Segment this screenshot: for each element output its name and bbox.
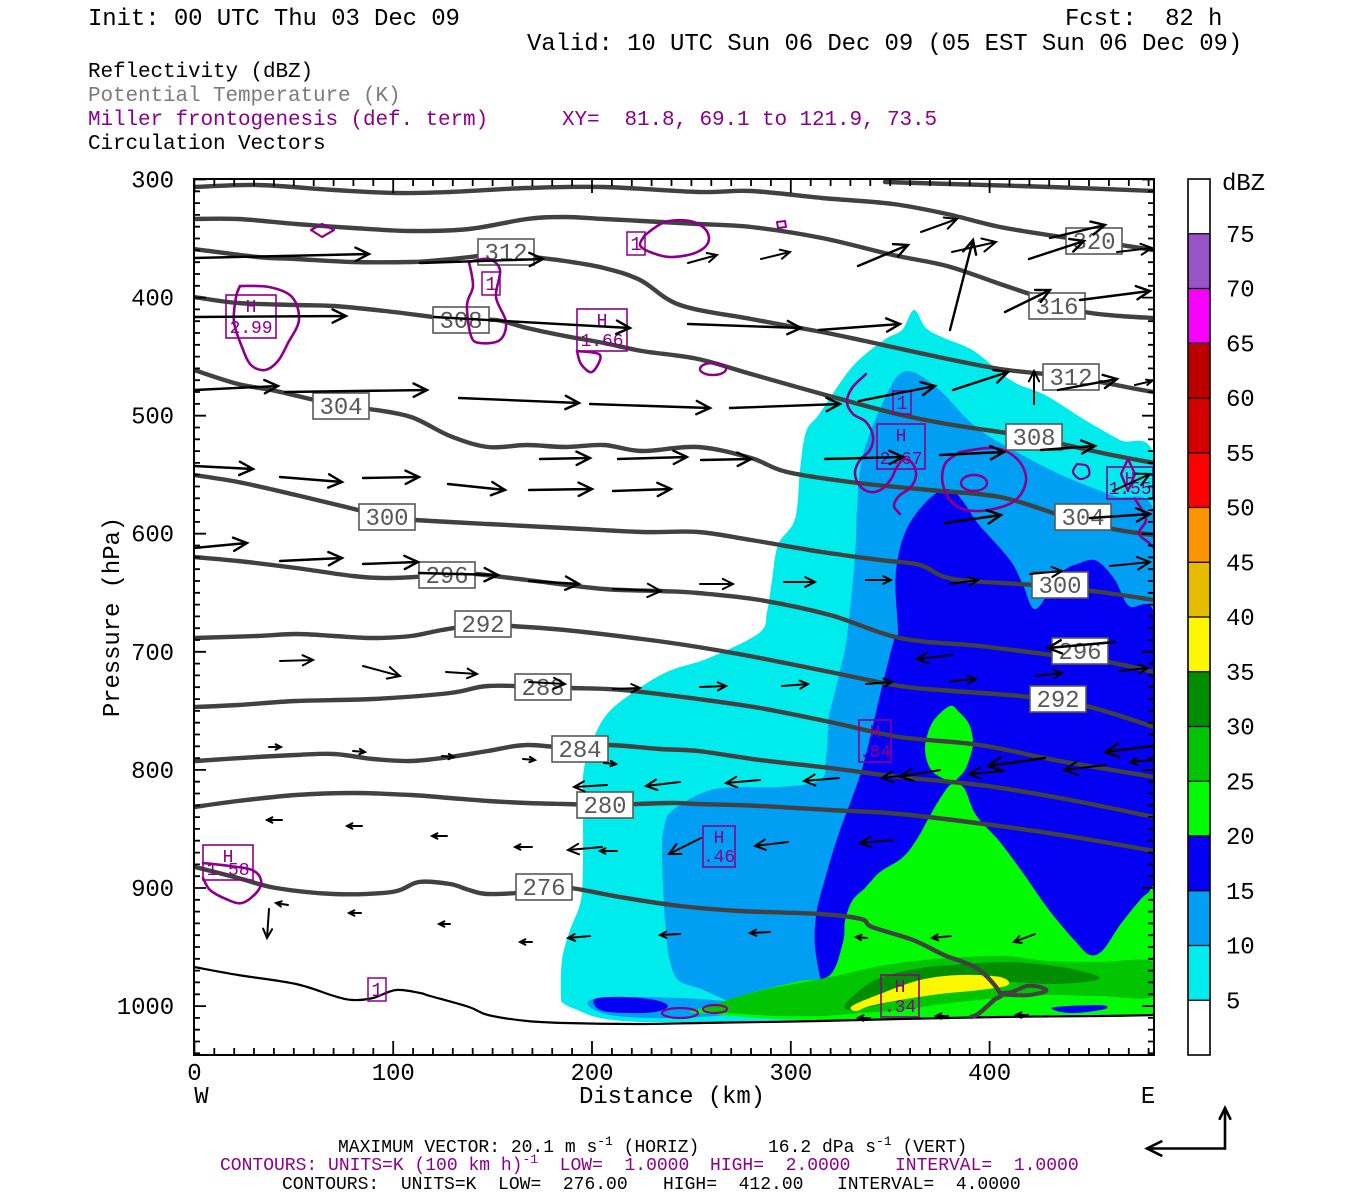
svg-text:5: 5 [1226, 989, 1240, 1016]
svg-text:INTERVAL= 4.0000: INTERVAL= 4.0000 [837, 1175, 1021, 1195]
svg-text:400: 400 [968, 1061, 1011, 1088]
svg-text:280: 280 [584, 794, 627, 821]
svg-text:2.67: 2.67 [880, 450, 923, 470]
svg-text:292: 292 [1037, 688, 1080, 715]
svg-text:600: 600 [131, 523, 174, 550]
svg-text:0: 0 [187, 1061, 201, 1088]
svg-text:HIGH= 412.00: HIGH= 412.00 [663, 1175, 803, 1195]
svg-text:308: 308 [440, 309, 483, 336]
svg-text:.46: .46 [703, 848, 735, 868]
svg-text:Miller frontogenesis (def. ter: Miller frontogenesis (def. term) [88, 109, 488, 132]
svg-text:284: 284 [559, 738, 602, 765]
svg-text:Init: 00 UTC Thu 03 Dec 09: Init: 00 UTC Thu 03 Dec 09 [88, 6, 460, 33]
svg-text:75: 75 [1226, 223, 1255, 250]
svg-text:1: 1 [371, 980, 382, 1002]
svg-text:70: 70 [1226, 278, 1255, 305]
svg-text:20: 20 [1226, 825, 1255, 852]
svg-text:1: 1 [896, 393, 907, 415]
svg-text:100: 100 [372, 1061, 415, 1088]
svg-text:304: 304 [1062, 506, 1105, 533]
svg-text:65: 65 [1226, 332, 1255, 359]
svg-text:50: 50 [1226, 497, 1255, 524]
svg-text:300: 300 [1039, 574, 1082, 601]
svg-text:400: 400 [131, 287, 174, 314]
svg-text:H: H [246, 298, 257, 318]
svg-text:E: E [1141, 1084, 1155, 1111]
svg-text:55: 55 [1226, 442, 1255, 469]
svg-text:H: H [223, 848, 234, 868]
svg-text:H: H [714, 829, 725, 849]
svg-text:H: H [896, 427, 907, 447]
svg-text:H: H [870, 723, 881, 743]
svg-text:800: 800 [131, 759, 174, 786]
svg-text:200: 200 [571, 1061, 614, 1088]
svg-text:MAXIMUM VECTOR: 20.1 m s-1 (HO: MAXIMUM VECTOR: 20.1 m s-1 (HORIZ) [338, 1134, 699, 1158]
svg-text:Pressure (hPa): Pressure (hPa) [100, 517, 127, 717]
svg-text:dBZ: dBZ [1222, 171, 1265, 198]
svg-text:CONTOURS: UNITS=K (100 km h)-1: CONTOURS: UNITS=K (100 km h)-1 LOW= 1.00… [220, 1152, 689, 1176]
svg-text:300: 300 [366, 506, 409, 533]
svg-text:300: 300 [131, 169, 174, 196]
svg-text:296: 296 [426, 564, 469, 591]
svg-text:Distance (km): Distance (km) [579, 1084, 765, 1111]
svg-text:2.99: 2.99 [230, 319, 273, 339]
svg-text:XY= 81.8, 69.1 to 121.9, 73.5: XY= 81.8, 69.1 to 121.9, 73.5 [562, 109, 937, 132]
svg-text:Circulation Vectors: Circulation Vectors [88, 133, 326, 156]
svg-text:1.66: 1.66 [581, 332, 624, 352]
svg-text:300: 300 [769, 1061, 812, 1088]
svg-text:Reflectivity (dBZ): Reflectivity (dBZ) [88, 61, 313, 84]
svg-text:Valid: 10 UTC Sun 06 Dec 09 (0: Valid: 10 UTC Sun 06 Dec 09 (05 EST Sun … [527, 31, 1242, 58]
svg-text:276: 276 [523, 876, 566, 903]
svg-text:60: 60 [1226, 387, 1255, 414]
svg-text:.34: .34 [884, 998, 916, 1018]
svg-text:Fcst: 82 h: Fcst: 82 h [1065, 6, 1222, 33]
svg-text:H: H [597, 312, 608, 332]
svg-text:.84: .84 [859, 743, 891, 763]
svg-text:1: 1 [485, 274, 496, 296]
svg-text:30: 30 [1226, 716, 1255, 743]
svg-text:W: W [194, 1084, 209, 1111]
svg-text:10: 10 [1226, 935, 1255, 962]
svg-text:H: H [1125, 470, 1136, 490]
svg-text:Potential Temperature (K): Potential Temperature (K) [88, 85, 401, 108]
svg-text:INTERVAL= 1.0000: INTERVAL= 1.0000 [895, 1156, 1079, 1176]
svg-text:1.58: 1.58 [207, 861, 250, 881]
svg-text:35: 35 [1226, 661, 1255, 688]
svg-text:700: 700 [131, 641, 174, 668]
svg-text:HIGH= 2.0000: HIGH= 2.0000 [710, 1156, 850, 1176]
svg-text:304: 304 [320, 395, 363, 422]
svg-text:312: 312 [1050, 366, 1093, 393]
svg-text:500: 500 [131, 405, 174, 432]
svg-text:900: 900 [131, 877, 174, 904]
svg-text:40: 40 [1226, 606, 1255, 633]
svg-text:CONTOURS: UNITS=K LOW= 276.: CONTOURS: UNITS=K LOW= 276.00 [282, 1175, 628, 1195]
svg-text:25: 25 [1226, 770, 1255, 797]
svg-text:312: 312 [485, 241, 528, 268]
svg-text:292: 292 [462, 613, 505, 640]
svg-text:16.2 dPa s-1 (VERT): 16.2 dPa s-1 (VERT) [768, 1134, 967, 1158]
svg-text:1000: 1000 [117, 995, 174, 1022]
svg-text:15: 15 [1226, 880, 1255, 907]
svg-text:45: 45 [1226, 551, 1255, 578]
svg-text:1: 1 [630, 234, 641, 256]
svg-text:H: H [895, 978, 906, 998]
